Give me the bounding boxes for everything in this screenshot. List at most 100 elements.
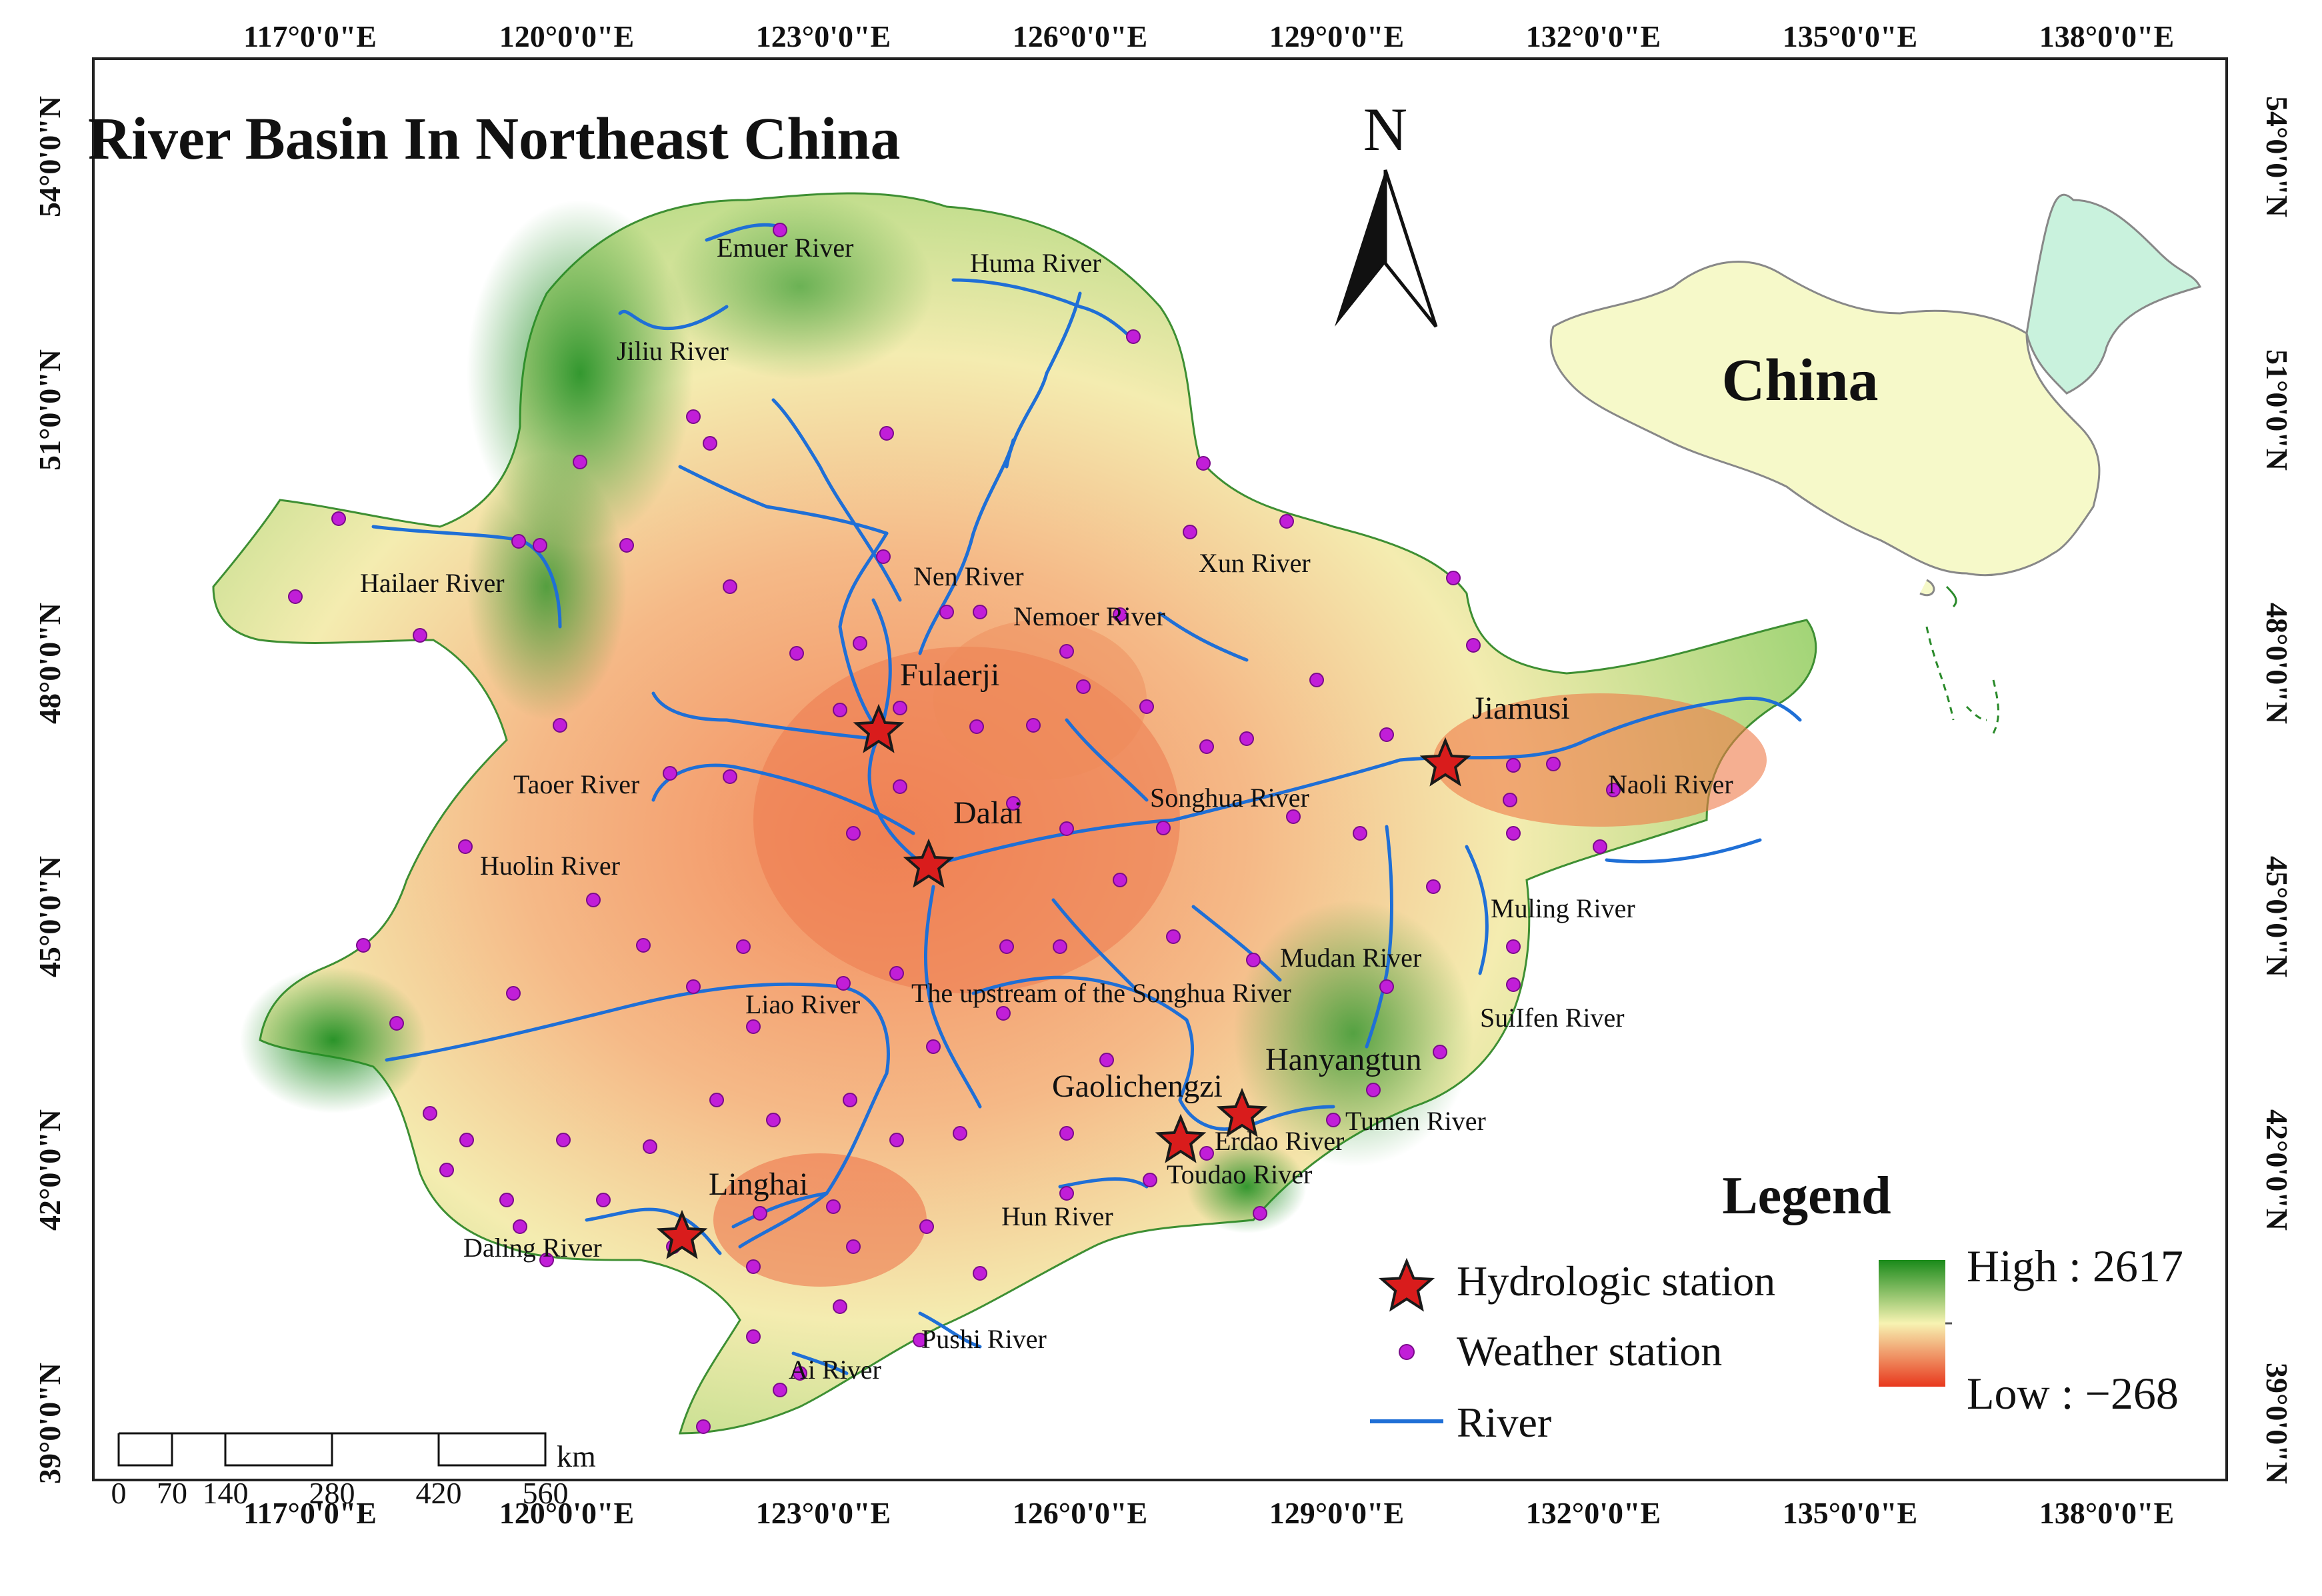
scale-label: 280 — [309, 1476, 355, 1510]
river-labels: Emuer River Huma River Jiliu River Haila… — [360, 233, 1733, 1385]
river-line — [918, 438, 1015, 655]
weather-station-dot — [423, 1106, 437, 1121]
river-line — [731, 1191, 829, 1229]
weather-station-dot — [1366, 1083, 1381, 1097]
hydrologic-station-star — [656, 1209, 708, 1259]
river-label: Nemoer River — [1013, 601, 1165, 631]
weather-station-dot — [1196, 456, 1211, 471]
weather-station-dot — [459, 1133, 474, 1147]
river-label: SuiIfen River — [1480, 1003, 1625, 1033]
lon-tick: 132°0'0"E — [1526, 1496, 1661, 1530]
river-line — [1051, 898, 1135, 989]
weather-station-dot — [773, 1383, 787, 1397]
river-label: Hun River — [1001, 1201, 1113, 1231]
weather-station-dot — [1113, 873, 1127, 887]
river-line — [585, 1207, 722, 1255]
weather-station-dot — [1059, 821, 1074, 836]
weather-station-dot — [1156, 821, 1171, 835]
river-label: Jiliu River — [617, 336, 729, 366]
lat-tick: 45°0'0"N — [33, 856, 67, 977]
weather-station-dot — [288, 589, 303, 604]
weather-station-dot — [876, 549, 891, 564]
weather-station-dot — [846, 826, 861, 841]
weather-station-dot — [1199, 1146, 1214, 1161]
weather-station-dot — [746, 1329, 761, 1344]
weather-station-dot — [709, 1093, 724, 1107]
hydrologic-station-star — [853, 703, 905, 753]
scale-bar: 0 70 140 280 420 560 km — [111, 1432, 596, 1510]
river-label: Nen River — [913, 561, 1024, 591]
river-line — [1365, 825, 1393, 1049]
river-label: Tumen River — [1345, 1106, 1486, 1136]
island-outline — [1945, 585, 1957, 608]
lat-tick: 39°0'0"N — [2260, 1363, 2294, 1484]
weather-station-dot — [499, 1193, 514, 1207]
lon-tick: 132°0'0"E — [1526, 19, 1661, 53]
weather-stations — [288, 223, 1621, 1434]
river-line — [1465, 845, 1489, 975]
weather-station-dot — [356, 938, 371, 953]
station-label: Dalai — [953, 795, 1023, 831]
weather-station-dot — [1309, 673, 1324, 687]
weather-station-dot — [1166, 929, 1181, 944]
northeast-highlight — [2025, 193, 2202, 395]
river-line — [651, 691, 889, 742]
lat-tick: 54°0'0"N — [2260, 96, 2294, 217]
weather-station-dot — [1239, 731, 1254, 746]
weather-station-dot — [619, 538, 634, 553]
weather-station-dot — [893, 779, 907, 794]
weather-station-dot — [556, 1133, 571, 1147]
lon-tick: 117°0'0"E — [243, 1496, 377, 1530]
river-line — [385, 982, 890, 1075]
river-label: Songhua River — [1150, 783, 1309, 813]
scale-label: 0 — [111, 1476, 127, 1510]
hydrologic-stations — [656, 703, 1471, 1259]
lon-tick: 138°0'0"E — [2039, 19, 2174, 53]
river-line — [618, 305, 729, 331]
river-line — [1191, 905, 1282, 982]
legend-river-label: River — [1457, 1399, 1551, 1446]
latitude-ticks: 54°0'0"N 51°0'0"N 48°0'0"N 45°0'0"N 42°0… — [33, 96, 2294, 1484]
weather-station-dot — [458, 839, 473, 854]
island-outline — [1919, 579, 1935, 597]
weather-station-dot — [746, 1019, 761, 1034]
weather-station-dot — [846, 1239, 861, 1254]
weather-station-dot — [766, 1113, 781, 1127]
river-line — [918, 1311, 982, 1349]
weather-station-dot — [999, 939, 1014, 954]
basin-region — [212, 192, 1817, 1435]
weather-station-dot — [969, 719, 984, 734]
lon-tick: 123°0'0"E — [756, 1496, 891, 1530]
lon-tick: 138°0'0"E — [2039, 1496, 2174, 1530]
scale-label: 140 — [203, 1476, 249, 1510]
river-label: Muling River — [1491, 893, 1635, 923]
lat-tick: 54°0'0"N — [33, 96, 67, 217]
river-line — [1065, 718, 1149, 802]
river-line — [1158, 611, 1249, 662]
river-label: Mudan River — [1280, 943, 1421, 973]
lat-tick: 42°0'0"N — [2260, 1109, 2294, 1231]
weather-station-dot — [696, 1419, 711, 1434]
north-arrow: N — [1335, 95, 1438, 328]
weather-station-dot — [643, 1139, 657, 1154]
hydrologic-station-star — [1419, 737, 1471, 787]
river-label: Naoli River — [1608, 769, 1733, 799]
weather-station-dot — [1053, 939, 1067, 954]
weather-station-dot — [511, 534, 526, 549]
lat-tick: 39°0'0"N — [33, 1363, 67, 1484]
river-line — [1005, 291, 1082, 469]
river-label: Liao River — [745, 989, 860, 1019]
weather-station-dot — [736, 939, 751, 954]
china-inset: China — [1549, 193, 2202, 734]
lon-tick: 135°0'0"E — [1783, 1496, 1917, 1530]
weather-station-dot — [331, 511, 346, 526]
river-label: Huma River — [970, 248, 1101, 278]
weather-station-dot — [836, 976, 851, 991]
weather-station-dot — [586, 893, 601, 907]
weather-station-dot — [1253, 1206, 1267, 1221]
weather-station-dot — [973, 1266, 987, 1281]
legend-weather-dot — [1399, 1344, 1415, 1360]
weather-station-dot — [853, 636, 867, 651]
weather-station-dot — [996, 1006, 1011, 1021]
elevation-low-label: Low : −268 — [1967, 1368, 2179, 1419]
